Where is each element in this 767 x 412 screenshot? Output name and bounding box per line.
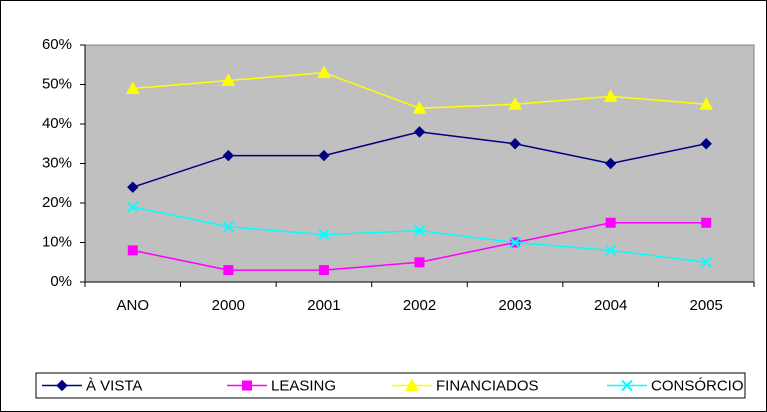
plot-area [84,44,755,283]
marker [127,245,138,256]
legend-marker [56,379,68,392]
marker [318,228,330,241]
marker [412,101,427,114]
y-tick-label: 20% [42,194,72,211]
y-tick-label: 50% [42,75,72,92]
marker [222,220,235,233]
marker [699,97,714,110]
legend-label: À VISTA [86,377,142,394]
legend-marker [405,378,419,391]
marker [413,126,426,138]
y-tick-label: 30% [42,154,72,171]
marker [413,224,426,237]
marker [509,138,521,150]
marker [603,89,618,102]
legend-label: FINANCIADOS [436,377,539,394]
marker [701,217,712,228]
marker [604,157,617,170]
legend-marker [621,379,633,392]
marker [509,236,521,249]
marker [700,256,712,268]
x-tick-label: 2002 [403,297,436,314]
legend-marker [242,380,252,391]
y-tick-label: 40% [42,115,72,132]
legend: À VISTA LEASING FINANCIADOS CONSÓRCIO [35,372,746,399]
marker [414,257,425,268]
legend-label: CONSÓRCIO [651,377,744,394]
marker [318,265,329,276]
marker [508,97,522,110]
marker [221,73,236,87]
marker [700,138,712,150]
marker [604,244,617,257]
marker [222,149,235,162]
x-tick-label: ANO [117,297,150,314]
x-tick-label: 2005 [690,297,723,314]
marker [125,81,140,94]
legend-label: LEASING [271,377,336,394]
y-tick-label: 10% [42,233,72,250]
marker [317,65,331,79]
marker [223,265,234,276]
x-tick-label: 2001 [307,297,340,314]
x-tick-label: 2003 [498,297,531,314]
marker [127,181,139,193]
y-tick-label: 60% [42,36,72,53]
x-tick-label: 2000 [212,297,245,314]
marker [605,217,616,228]
marker [127,201,139,213]
x-tick-label: 2004 [594,297,627,314]
y-tick-label: 0% [50,273,72,290]
marker [318,149,330,162]
